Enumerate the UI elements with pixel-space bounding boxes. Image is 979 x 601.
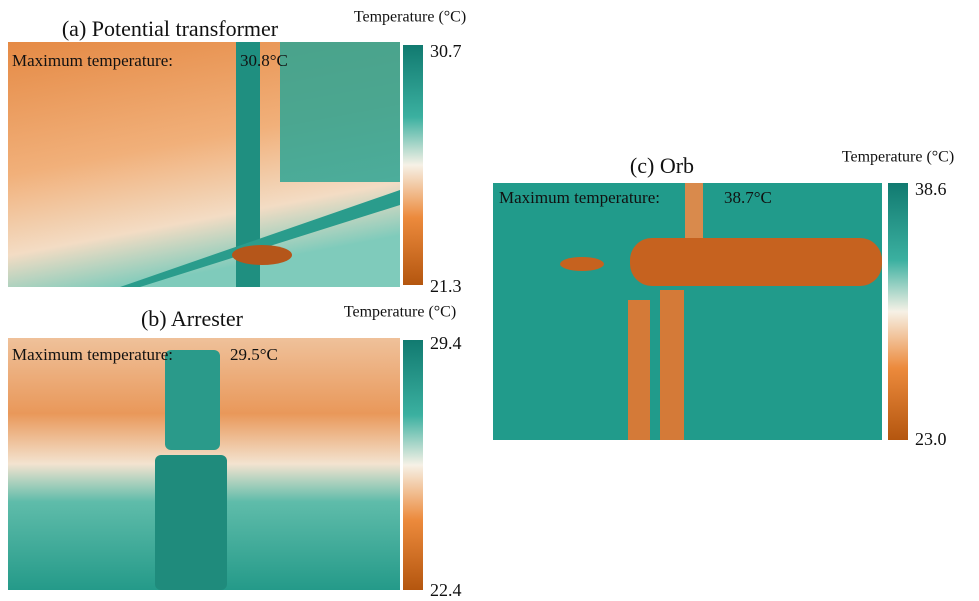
colorbar-max: 30.7	[430, 41, 462, 61]
thermal-region	[280, 42, 400, 182]
max-label: Maximum temperature:	[12, 51, 173, 70]
colorbar-label: Temperature (°C)	[354, 9, 466, 26]
thermal-region	[155, 455, 227, 590]
max-value: 29.5°C	[230, 345, 278, 364]
colorbar-min: 21.3	[430, 276, 462, 296]
max-value: 30.8°C	[240, 51, 288, 70]
panel-b: (b) Arrester Maximum temperature: 29.5°C…	[8, 304, 462, 600]
max-label: Maximum temperature:	[12, 345, 173, 364]
thermal-region	[165, 350, 220, 450]
thermal-region	[685, 183, 703, 238]
page: (a) Potential transformer Maximum temper…	[0, 0, 979, 601]
panel-a: (a) Potential transformer Maximum temper…	[8, 9, 466, 296]
thermal-region	[630, 238, 882, 286]
thermal-region	[628, 300, 650, 440]
panel-c: (c) Orb Maximum temperature: 38.7°C Temp…	[493, 149, 954, 449]
figure: (a) Potential transformer Maximum temper…	[0, 0, 979, 601]
thermal-region	[660, 290, 684, 440]
max-label: Maximum temperature:	[499, 188, 660, 207]
colorbar-label: Temperature (°C)	[842, 149, 954, 166]
panel-title: (b) Arrester	[141, 306, 244, 331]
colorbar	[403, 45, 423, 285]
colorbar	[403, 340, 423, 590]
colorbar-label: Temperature (°C)	[344, 304, 456, 321]
max-value: 38.7°C	[724, 188, 772, 207]
colorbar-max: 38.6	[915, 179, 947, 199]
panel-title: (c) Orb	[630, 153, 694, 178]
colorbar	[888, 183, 908, 440]
colorbar-min: 22.4	[430, 580, 462, 600]
colorbar-max: 29.4	[430, 333, 462, 353]
colorbar-min: 23.0	[915, 429, 947, 449]
thermal-region	[560, 257, 604, 271]
thermal-region	[232, 245, 292, 265]
panel-title: (a) Potential transformer	[62, 16, 279, 41]
